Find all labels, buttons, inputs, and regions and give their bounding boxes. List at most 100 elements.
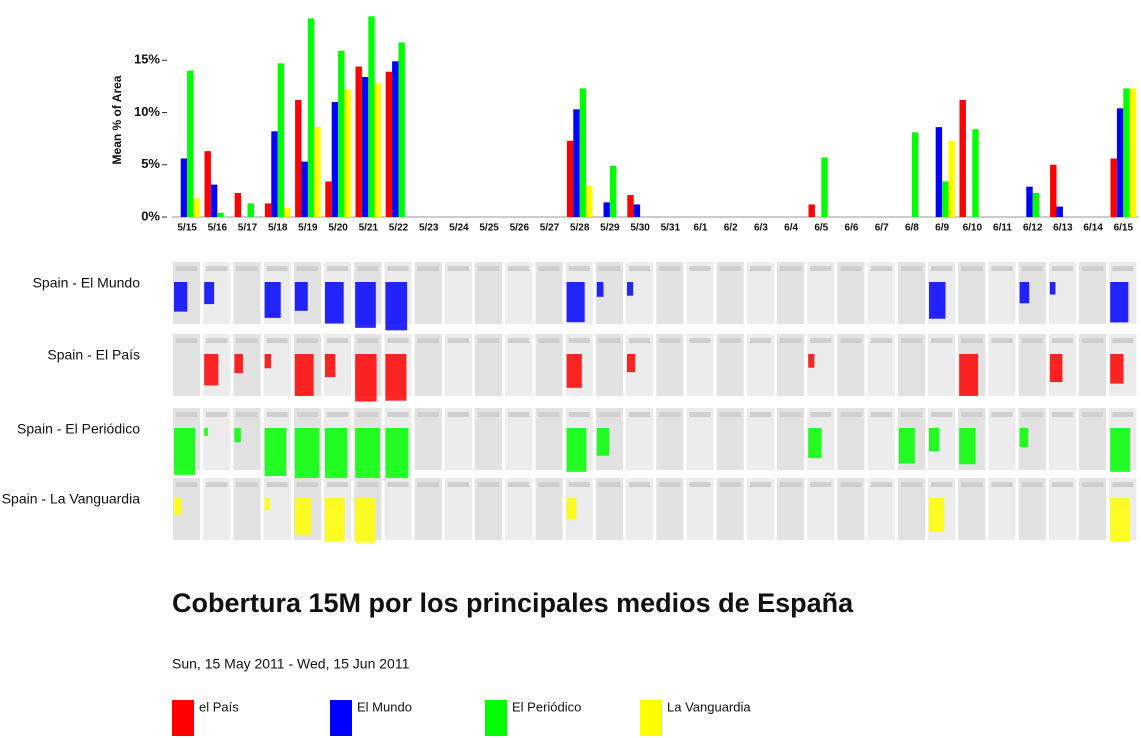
thumbnail-header <box>931 266 952 271</box>
coverage-area <box>929 498 944 532</box>
coverage-area <box>325 498 345 542</box>
coverage-area <box>959 354 978 396</box>
x-tick-label: 5/23 <box>419 223 439 234</box>
legend-swatch <box>485 700 507 736</box>
thumbnail-header <box>659 338 680 343</box>
y-tick-label: 5% <box>141 156 160 171</box>
coverage-area <box>234 428 240 442</box>
thumbnail-header <box>1112 338 1133 343</box>
thumbnail-header <box>418 266 439 271</box>
bar <box>308 18 314 217</box>
bar <box>187 71 193 217</box>
bar <box>325 181 331 217</box>
x-tick-label: 6/1 <box>694 223 708 234</box>
thumbnail-header <box>508 412 529 417</box>
newspaper-thumbnail <box>445 334 472 396</box>
legend-swatch <box>172 700 194 736</box>
thumbnail-header <box>1082 482 1103 487</box>
newspaper-thumbnail <box>988 262 1015 324</box>
thumbnail-header <box>901 266 922 271</box>
bar <box>235 193 241 217</box>
newspaper-thumbnail <box>686 334 713 396</box>
x-tick-label: 6/5 <box>814 223 828 234</box>
newspaper-thumbnail <box>626 408 653 470</box>
newspaper-thumbnail <box>898 478 925 540</box>
newspaper-thumbnail <box>777 262 804 324</box>
thumbnail-header <box>478 482 499 487</box>
coverage-area <box>1110 498 1130 542</box>
bar <box>211 185 217 217</box>
newspaper-thumbnail <box>535 262 562 324</box>
legend-label: El Periódico <box>512 699 581 714</box>
coverage-area <box>355 498 375 543</box>
newspaper-thumbnail <box>928 334 955 396</box>
thumbnail-header <box>659 412 680 417</box>
bar <box>936 127 942 217</box>
coverage-area <box>385 282 407 330</box>
newspaper-thumbnail <box>535 478 562 540</box>
newspaper-thumbnail <box>203 478 230 540</box>
thumbnail-header <box>629 482 650 487</box>
coverage-area <box>265 498 270 510</box>
bar <box>368 16 374 217</box>
thumbnail-header <box>780 412 801 417</box>
thumbnail-header <box>629 338 650 343</box>
coverage-area <box>567 428 587 472</box>
coverage-area <box>929 428 939 451</box>
newspaper-thumbnail <box>717 408 744 470</box>
bar <box>960 100 966 217</box>
row-label: Spain - El País <box>47 347 140 363</box>
x-tick-label: 5/29 <box>600 223 620 234</box>
thumbnail-header <box>267 338 288 343</box>
thumbnail-header <box>659 266 680 271</box>
thumbnail-header <box>1022 412 1043 417</box>
legend-swatch <box>640 700 662 736</box>
thumbnail-header <box>1082 266 1103 271</box>
chart: Mean % of Area Cobertura 15M por los pri… <box>0 0 1141 738</box>
thumbnail-header <box>206 412 227 417</box>
newspaper-thumbnail <box>717 262 744 324</box>
thumbnail-header <box>538 266 559 271</box>
coverage-area <box>1050 354 1063 382</box>
x-tick-label: 6/9 <box>935 223 949 234</box>
x-tick-label: 6/3 <box>754 223 768 234</box>
thumbnail-header <box>297 338 318 343</box>
thumbnail-header <box>599 482 620 487</box>
thumbnail-header <box>720 482 741 487</box>
legend-label: El Mundo <box>357 699 412 714</box>
row-label: Spain - El Mundo <box>33 275 141 291</box>
coverage-area <box>204 354 218 385</box>
newspaper-thumbnail <box>868 262 895 324</box>
newspaper-thumbnail <box>958 262 985 324</box>
bar <box>314 127 320 217</box>
bar <box>949 141 955 217</box>
bar <box>338 51 344 217</box>
x-tick-label: 6/2 <box>724 223 738 234</box>
coverage-area <box>355 282 376 328</box>
bar <box>1026 187 1032 217</box>
newspaper-thumbnail <box>1079 334 1106 396</box>
newspaper-thumbnail <box>958 478 985 540</box>
bar <box>1130 88 1136 217</box>
x-tick-label: 6/6 <box>845 223 859 234</box>
thumbnail-header <box>599 266 620 271</box>
bar <box>399 42 405 217</box>
bar <box>181 158 187 217</box>
newspaper-thumbnail <box>656 262 683 324</box>
newspaper-thumbnail <box>988 408 1015 470</box>
thumbnail-header <box>750 266 771 271</box>
thumbnail-header <box>720 338 741 343</box>
thumbnail-header <box>991 338 1012 343</box>
row-label: Spain - El Periódico <box>17 421 140 437</box>
thumbnail-header <box>1112 482 1133 487</box>
thumbnail-header <box>780 266 801 271</box>
thumbnail-header <box>387 482 408 487</box>
x-tick-label: 5/17 <box>238 223 258 234</box>
thumbnail-header <box>840 412 861 417</box>
thumbnail-header <box>357 338 378 343</box>
bar <box>392 61 398 217</box>
newspaper-thumbnail <box>505 478 532 540</box>
coverage-area <box>295 498 312 535</box>
bar <box>386 72 392 217</box>
x-tick-label: 6/12 <box>1023 223 1043 234</box>
